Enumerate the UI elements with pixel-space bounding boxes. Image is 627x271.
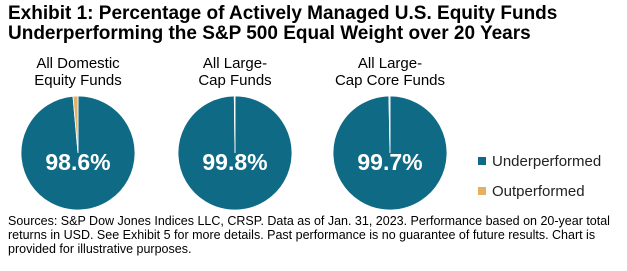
pie-slice: [72, 95, 79, 154]
pie-title: All Large- Cap Funds: [198, 55, 272, 89]
legend-swatch: [478, 187, 486, 195]
legend-label: Outperformed: [492, 183, 585, 200]
data-label: 98.6%: [45, 149, 110, 175]
pie-title: All Large- Cap Core Funds: [334, 55, 446, 89]
legend-swatch: [478, 157, 486, 165]
pie-slice: [388, 95, 391, 154]
chart-title: Exhibit 1: Percentage of Actively Manage…: [8, 3, 558, 44]
data-label: 99.7%: [357, 149, 422, 175]
pie-title: All Domestic Equity Funds: [34, 55, 122, 89]
footnote: Sources: S&P Dow Jones Indices LLC, CRSP…: [8, 214, 610, 256]
legend-label: Underperformed: [492, 153, 601, 170]
pie-slice: [233, 95, 236, 154]
data-label: 99.8%: [202, 149, 267, 175]
